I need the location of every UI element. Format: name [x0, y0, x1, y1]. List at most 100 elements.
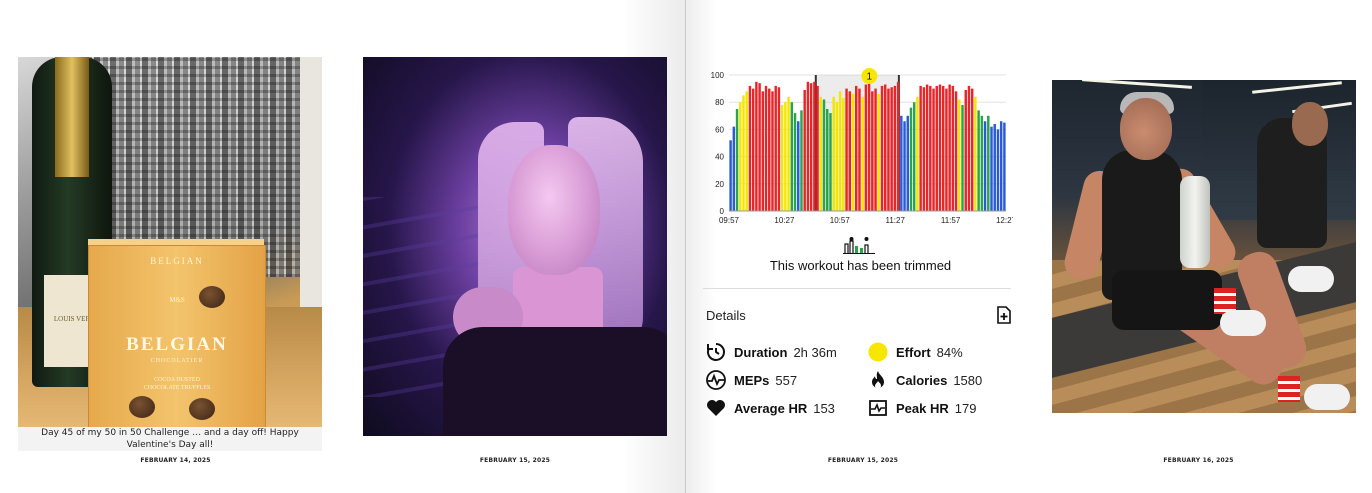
stat-value: 2h 36m	[793, 344, 837, 360]
hr-bar	[880, 85, 884, 211]
stat-label: Average HR	[734, 400, 808, 416]
y-tick-label: 0	[720, 207, 725, 216]
photo4-date: FEBRUARY 16, 2025	[1163, 457, 1234, 464]
hr-bar	[1003, 122, 1006, 211]
divider	[703, 288, 1011, 289]
hr-bar	[822, 99, 826, 211]
hr-bar	[867, 81, 871, 211]
hr-bar	[961, 104, 964, 211]
hr-bar	[845, 88, 848, 211]
add-note-icon[interactable]	[996, 306, 1012, 324]
hr-bar	[768, 88, 771, 211]
stat-value: 179	[954, 400, 977, 416]
hr-bar	[990, 126, 993, 211]
hr-bar	[906, 115, 909, 211]
hr-bar	[784, 102, 787, 211]
segment-marker-label: 1	[867, 72, 873, 83]
hr-bar	[883, 84, 887, 211]
hr-bar	[912, 102, 916, 211]
timer-icon	[707, 343, 725, 361]
shirt	[443, 327, 667, 436]
heart-rate-chart: 0 20 40 60 80 100 09:57 10:27 10:57 11:27 11:57 12:…	[703, 65, 1017, 235]
shorts	[1112, 270, 1222, 330]
photo1-caption: Day 45 of my 50 in 50 Challenge … and a …	[18, 427, 322, 451]
hr-bar	[922, 87, 926, 211]
stat-average-hr: Average HR 153	[706, 398, 835, 418]
photo-champagne-chocolates[interactable]: LOUIS VER BELGIAN M&S BELGIAN CHOCOLATIE…	[18, 57, 322, 434]
hr-bar	[983, 121, 987, 211]
hr-bar	[826, 109, 829, 211]
hr-bar	[938, 84, 942, 211]
hr-bar	[999, 121, 1003, 211]
hr-bar	[803, 89, 806, 211]
box-line-2: CHOCOLATE TRUFFLES	[143, 385, 211, 391]
photo-selfie-purple[interactable]	[363, 57, 667, 436]
trimmed-message: This workout has been trimmed	[769, 258, 952, 273]
stat-calories: Calories 1580	[868, 370, 982, 390]
stat-duration: Duration 2h 36m	[706, 342, 837, 362]
flame-icon	[872, 371, 884, 389]
x-tick-label: 11:27	[885, 216, 905, 225]
trimmed-chart-icon	[843, 237, 875, 254]
details-title: Details	[706, 308, 746, 323]
wall	[300, 57, 322, 317]
box-title: BELGIAN	[126, 334, 228, 355]
effort-dot-icon	[868, 342, 888, 362]
photo-gym-post-workout[interactable]	[1052, 80, 1356, 413]
book-spine	[685, 0, 686, 493]
segment-marker	[861, 68, 878, 84]
photo1-date: FEBRUARY 14, 2025	[140, 457, 211, 464]
hr-bar	[925, 84, 929, 211]
peak-hr-icon	[869, 400, 887, 416]
hr-bar	[887, 88, 890, 211]
hr-bar	[941, 85, 945, 211]
y-tick-label: 80	[715, 98, 724, 107]
x-tick-label: 10:27	[774, 216, 795, 225]
hr-bar	[793, 113, 797, 211]
truffle-box: BELGIAN M&S BELGIAN CHOCOLATIER COCOA DU…	[88, 245, 266, 434]
stat-label: Peak HR	[896, 400, 949, 416]
hr-bar	[800, 110, 803, 211]
hr-bar	[816, 85, 819, 211]
face	[508, 145, 600, 275]
stat-value: 1580	[953, 372, 983, 388]
sock	[1278, 376, 1300, 402]
hr-bar	[954, 91, 958, 211]
shoe	[1304, 384, 1350, 410]
hr-bar	[742, 95, 745, 211]
hr-bar	[900, 115, 903, 211]
hr-bar	[871, 91, 874, 211]
hr-bar	[909, 107, 913, 211]
hr-bar	[835, 102, 839, 211]
hr-bar	[790, 102, 794, 211]
truffle	[189, 398, 215, 420]
shoe	[1220, 310, 1266, 336]
hr-bar	[945, 88, 948, 211]
meps-pulse-icon	[706, 370, 726, 390]
hr-bar	[874, 88, 877, 211]
y-tick-label: 100	[711, 71, 725, 80]
hr-bar	[819, 96, 823, 211]
x-tick-label: 09:57	[719, 216, 740, 225]
hr-bar	[787, 96, 790, 211]
shoe	[1288, 266, 1334, 292]
stat-label: Duration	[734, 344, 788, 360]
hr-bar	[993, 123, 996, 211]
hr-bar	[896, 81, 900, 211]
stat-peak-hr: Peak HR 179	[868, 398, 976, 418]
hr-bar	[780, 104, 784, 211]
hr-bar	[919, 85, 922, 211]
hr-bar	[751, 88, 755, 211]
hr-bar	[858, 88, 861, 211]
hr-bar	[861, 96, 864, 211]
hr-bar	[958, 99, 961, 211]
hr-bar	[774, 85, 777, 211]
hr-bar	[748, 85, 752, 211]
hr-bar	[964, 89, 967, 211]
hr-bar	[842, 98, 845, 211]
hr-bar	[967, 85, 971, 211]
hr-bar	[758, 83, 761, 211]
hr-bar	[864, 84, 868, 211]
box-top-text: BELGIAN	[150, 256, 204, 266]
heart-rate-chart-svg: 0 20 40 60 80 100 09:57 10:27 10:57 11:27 11:57 12:…	[711, 68, 1017, 225]
